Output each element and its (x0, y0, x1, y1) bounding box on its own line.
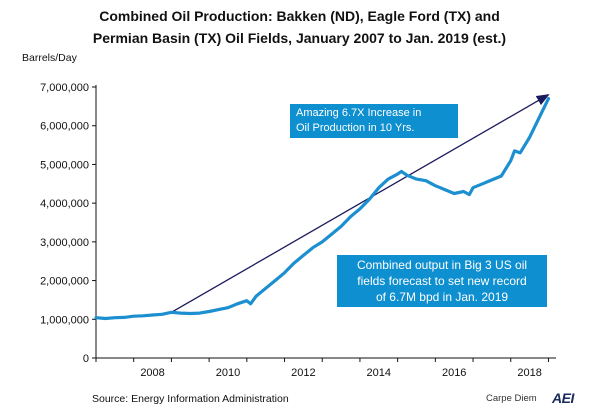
x-tick-label: 2014 (367, 367, 391, 379)
y-tick-label: 3,000,000 (40, 237, 89, 249)
increase-annotation: Amazing 6.7X Increase in Oil Production … (290, 104, 458, 138)
y-tick-label: 5,000,000 (40, 159, 89, 171)
x-tick-label: 2010 (216, 367, 240, 379)
y-tick-label: 6,000,000 (40, 121, 89, 133)
increase-annotation-line-2: Oil Production in 10 Yrs. (296, 122, 415, 134)
y-tick-label: 7,000,000 (40, 82, 89, 94)
x-tick-label: 2012 (291, 367, 315, 379)
y-tick-label: 0 (83, 353, 89, 365)
increase-annotation-line-1: Amazing 6.7X Increase in (296, 107, 422, 119)
chart-title-line-2: Permian Basin (TX) Oil Fields, January 2… (92, 30, 507, 46)
production-series-line (94, 96, 551, 321)
forecast-annotation: Combined output in Big 3 US oil fields f… (337, 255, 547, 307)
x-tick-label: 2018 (517, 367, 541, 379)
y-tick-label: 2,000,000 (40, 276, 89, 288)
source-note: Source: Energy Information Administratio… (92, 393, 289, 405)
aei-logo: AEI (552, 390, 574, 406)
y-axis-label: Barrels/Day (22, 52, 77, 64)
forecast-annotation-line-3: of 6.7M bpd in Jan. 2019 (375, 290, 509, 304)
y-tick-label: 4,000,000 (40, 198, 89, 210)
x-tick-label: 2008 (140, 367, 164, 379)
forecast-annotation-line-1: Combined output in Big 3 US oil (356, 258, 528, 272)
y-tick-label: 1,000,000 (40, 314, 89, 326)
forecast-annotation-line-2: fields forecast to set new record (357, 274, 527, 288)
trend-arrow (171, 94, 550, 313)
x-tick-label: 2016 (442, 367, 466, 379)
chart-title-line-1: Combined Oil Production: Bakken (ND), Ea… (99, 8, 500, 24)
brand-name: Carpe Diem (486, 393, 537, 404)
chart-title: Combined Oil Production: Bakken (ND), Ea… (0, 5, 599, 49)
